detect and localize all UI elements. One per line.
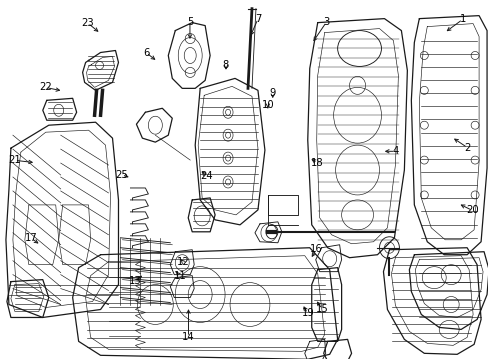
Text: 5: 5	[186, 17, 193, 27]
Text: 11: 11	[173, 271, 186, 281]
Text: 7: 7	[254, 14, 261, 24]
Text: 20: 20	[465, 206, 478, 216]
Text: 12: 12	[177, 257, 190, 267]
Text: 9: 9	[269, 88, 275, 98]
Text: 14: 14	[182, 332, 194, 342]
Text: 13: 13	[128, 276, 141, 286]
Text: 2: 2	[464, 143, 470, 153]
Text: 19: 19	[301, 309, 314, 318]
Text: 17: 17	[25, 233, 38, 243]
Text: 8: 8	[223, 60, 229, 70]
Text: 25: 25	[115, 170, 128, 180]
Text: 1: 1	[459, 14, 465, 24]
Text: 16: 16	[309, 244, 322, 254]
Text: 22: 22	[40, 82, 52, 93]
Text: 4: 4	[391, 146, 398, 156]
Text: 21: 21	[8, 155, 21, 165]
Text: 3: 3	[323, 17, 329, 27]
Text: 15: 15	[315, 304, 328, 314]
Text: 10: 10	[261, 100, 274, 110]
Text: 18: 18	[311, 158, 323, 168]
Text: 23: 23	[81, 18, 94, 28]
Text: 24: 24	[200, 171, 212, 181]
Text: 6: 6	[142, 48, 149, 58]
